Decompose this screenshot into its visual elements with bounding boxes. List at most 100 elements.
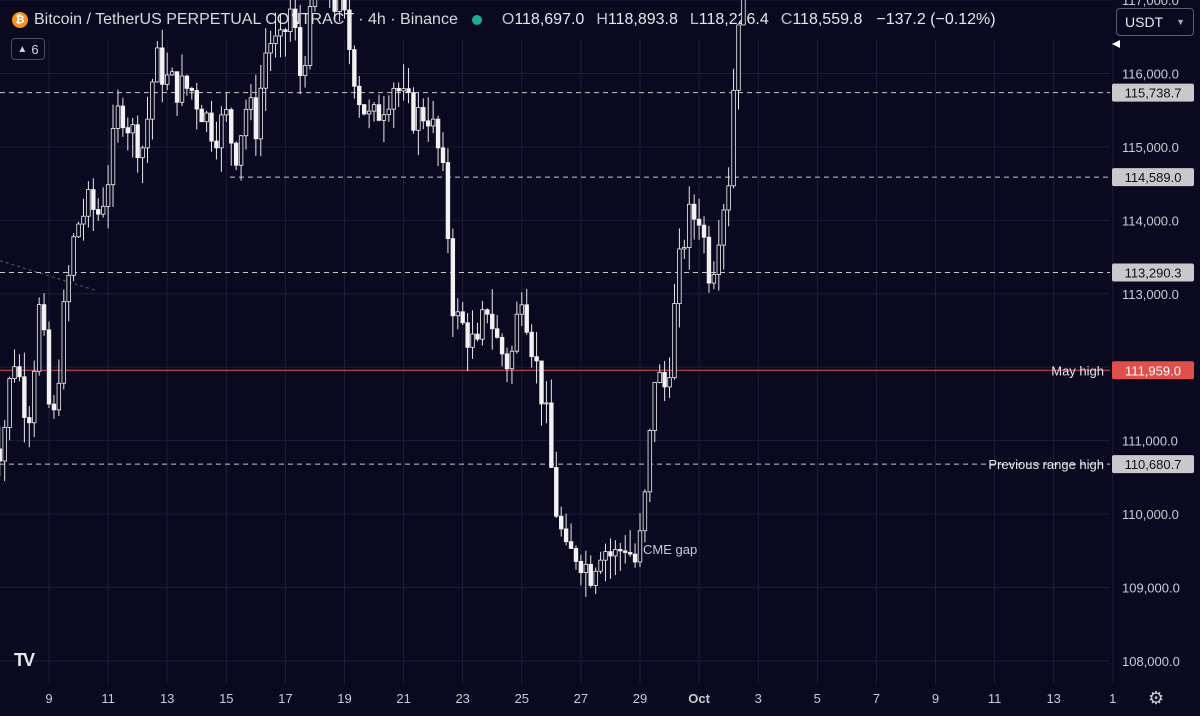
candle-body — [539, 360, 544, 405]
x-tick-label: 13 — [1046, 691, 1060, 706]
candle-body — [529, 331, 534, 358]
candle-body — [524, 304, 529, 333]
y-tick-label: 115,000.0 — [1122, 140, 1179, 155]
axis-marker — [1112, 40, 1120, 48]
candle-body — [357, 85, 362, 106]
ohlc-high: H118,893.8 — [596, 11, 678, 28]
x-tick-label: 25 — [515, 691, 529, 706]
candle-body — [233, 142, 239, 166]
candle-body — [711, 274, 717, 284]
price-tag-label: 113,290.3 — [1125, 265, 1182, 280]
price-tag-label: 115,738.7 — [1125, 86, 1182, 101]
candle-body — [46, 329, 52, 405]
tradingview-logo-icon: TV — [14, 650, 35, 670]
candle-body — [342, 0, 347, 11]
currency-label: USDT — [1125, 14, 1164, 30]
candle-body — [613, 549, 618, 557]
price-tag — [1112, 263, 1194, 282]
candle-body — [568, 541, 574, 549]
candle-body — [199, 108, 204, 123]
candle-body — [22, 376, 27, 418]
candle-body — [293, 8, 298, 28]
candle-body — [110, 128, 116, 186]
candle-body — [514, 313, 520, 352]
candle-body — [194, 90, 199, 110]
candle-body — [642, 491, 648, 532]
candle-body — [504, 353, 510, 370]
candle-body — [243, 108, 249, 137]
candle-body — [554, 467, 559, 517]
gear-icon[interactable]: ⚙ — [1148, 688, 1165, 708]
y-tick-label: 110,000.0 — [1122, 507, 1179, 522]
candle-body — [647, 430, 653, 493]
candle-body — [401, 88, 406, 92]
candle-body — [450, 238, 456, 317]
candle-body — [100, 205, 106, 215]
x-tick-label: 17 — [278, 691, 292, 706]
candle-body — [549, 402, 554, 468]
price-tag-label: 111,959.0 — [1125, 363, 1181, 378]
candle-body — [426, 120, 431, 127]
candle-body — [76, 223, 81, 238]
candle-body — [376, 104, 382, 121]
candle-body — [214, 140, 219, 149]
candle-body — [440, 147, 446, 164]
x-tick-label: 19 — [337, 691, 351, 706]
symbol-title[interactable]: Bitcoin / TetherUS PERPETUAL CONTRACT · … — [34, 11, 458, 28]
candle-body — [32, 370, 37, 424]
candle-body — [381, 114, 387, 121]
y-tick-label: 113,000.0 — [1122, 287, 1179, 302]
candle-body — [706, 236, 712, 284]
candle-body — [652, 382, 657, 431]
candle-body — [691, 203, 697, 220]
indicators-toggle-button[interactable]: ▲ 6 — [11, 38, 45, 60]
candle-body — [696, 218, 702, 226]
candle-body — [544, 402, 549, 405]
candle-body — [361, 104, 367, 115]
chevron-up-icon: ▲ — [17, 43, 28, 55]
candle-body — [475, 333, 480, 340]
x-tick-label: 11 — [988, 691, 1002, 706]
candle-body — [0, 448, 2, 462]
candle-body — [534, 356, 539, 362]
candle-body — [470, 333, 475, 348]
candle-body — [263, 52, 268, 89]
candle-body — [573, 548, 579, 562]
x-tick-label: 29 — [633, 691, 647, 706]
currency-select[interactable]: USDT ▼ — [1116, 8, 1194, 36]
x-tick-label: 21 — [396, 691, 410, 706]
candle-body — [86, 189, 91, 217]
candle-body — [445, 162, 451, 240]
candle-body — [115, 105, 121, 129]
candle-body — [164, 74, 170, 85]
candle-body — [105, 184, 111, 207]
candle-body — [637, 530, 643, 563]
x-tick-label: 3 — [755, 691, 762, 706]
candle-body — [169, 71, 175, 76]
candle-body — [140, 147, 145, 159]
candle-body — [7, 378, 12, 428]
level-name: Previous range high — [988, 457, 1104, 472]
candle-body — [179, 75, 185, 103]
candle-body — [588, 563, 593, 586]
candle-body — [559, 515, 564, 530]
candle-body — [618, 549, 623, 552]
candle-body — [96, 209, 101, 215]
candle-body — [189, 87, 195, 91]
candle-body — [209, 112, 214, 142]
candle-body — [268, 43, 273, 54]
candle-body — [603, 551, 608, 561]
candle-body — [125, 127, 130, 134]
candle-body — [71, 236, 76, 276]
candle-body — [682, 247, 687, 250]
status-dot-icon — [471, 15, 482, 25]
candle-body — [297, 27, 303, 76]
candle-body — [12, 366, 17, 379]
candle-body — [465, 322, 470, 348]
chevron-down-icon: ▼ — [1176, 17, 1185, 27]
candle-body — [41, 304, 47, 331]
candle-body — [184, 75, 190, 89]
candle-body — [499, 336, 505, 355]
candle-body — [288, 8, 293, 33]
